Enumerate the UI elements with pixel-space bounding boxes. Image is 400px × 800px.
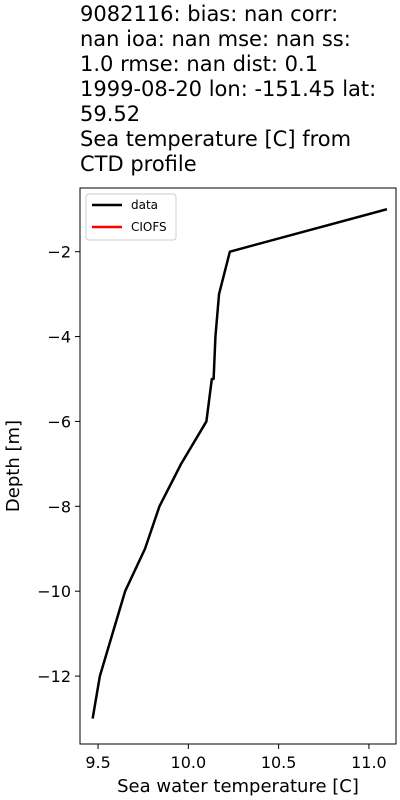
y-axis-ticks: −2 −4 −6 −8 −10 −12 — [37, 243, 80, 686]
plot-frame — [79, 187, 397, 745]
x-tick-label: 10.0 — [171, 753, 207, 772]
x-axis-label: Sea water temperature [C] — [117, 776, 359, 797]
y-axis-label: Depth [m] — [3, 420, 24, 512]
title-line-5: 59.52 — [80, 102, 141, 126]
y-tick-label: −12 — [37, 667, 71, 686]
series-layer — [91, 208, 388, 719]
legend-label-data: data — [131, 198, 158, 212]
y-tick-label: −4 — [47, 328, 71, 347]
y-tick-label: −10 — [37, 582, 71, 601]
series-line-data — [91, 208, 388, 719]
x-axis-ticks: 9.5 10.0 10.5 11.0 — [85, 744, 387, 772]
y-tick-label: −6 — [47, 412, 71, 431]
x-tick-label: 9.5 — [85, 753, 110, 772]
title-line-6: Sea temperature [C] from — [80, 127, 352, 151]
x-tick-label: 10.5 — [261, 753, 297, 772]
legend-label-ciofs: CIOFS — [131, 220, 167, 234]
title-line-4: 1999-08-20 lon: -151.45 lat: — [80, 77, 377, 101]
x-tick-label: 11.0 — [351, 753, 387, 772]
title-line-2: nan ioa: nan mse: nan ss: — [80, 27, 351, 51]
title-line-3: 1.0 rmse: nan dist: 0.1 — [80, 52, 319, 76]
title-line-1: 9082116: bias: nan corr: — [80, 2, 339, 26]
title-line-7: CTD profile — [80, 152, 197, 176]
legend: data CIOFS — [85, 193, 177, 241]
y-tick-label: −8 — [47, 497, 71, 516]
chart-title: 9082116: bias: nan corr: nan ioa: nan ms… — [80, 2, 398, 177]
y-tick-label: −2 — [47, 243, 71, 262]
